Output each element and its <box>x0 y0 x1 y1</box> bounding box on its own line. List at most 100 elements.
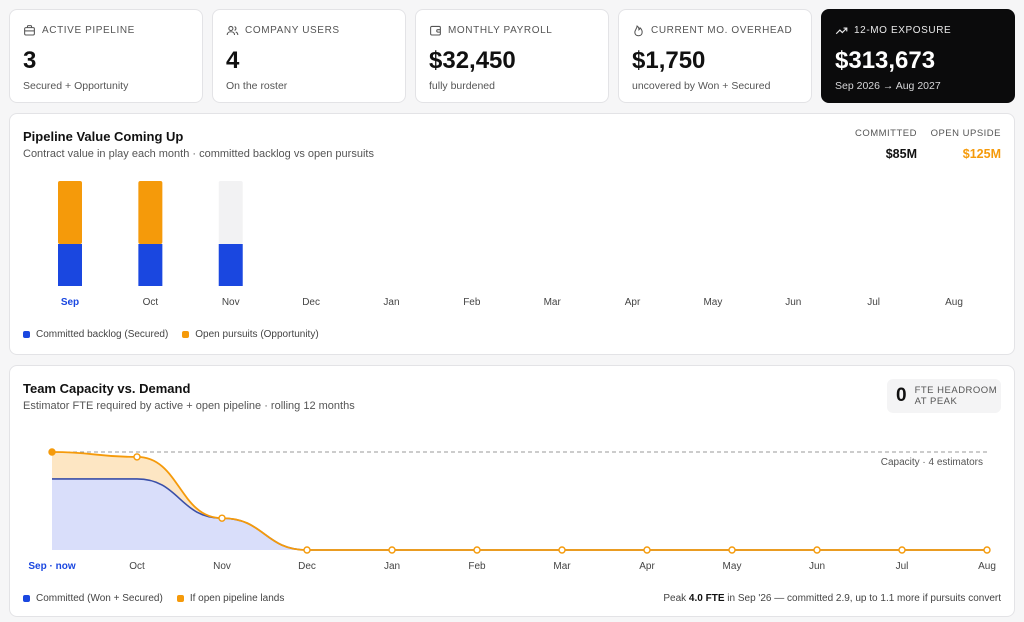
kpi-label: 12-Mo Exposure <box>854 24 952 36</box>
legend-committed-label: Committed backlog (Secured) <box>36 329 169 340</box>
open-point[interactable] <box>388 546 396 554</box>
x-tick-label: Oct <box>143 297 159 308</box>
headroom-label: FTE Headroom at Peak <box>914 385 998 407</box>
legend-open: If open pipeline lands <box>176 593 284 604</box>
kpi-label: Company Users <box>245 24 340 36</box>
peak-note-suffix: in Sep '26 — committed 2.9, up to 1.1 mo… <box>727 593 1001 604</box>
committed-stat: Committed $85M <box>855 128 917 161</box>
kpi-12mo-exposure[interactable]: 12-Mo Exposure $313,673 Sep 2026 → Aug 2… <box>821 9 1015 103</box>
capacity-subtitle: Estimator FTE required by active + open … <box>23 400 355 412</box>
x-tick-label: Jun <box>785 297 801 308</box>
kpi-sub: On the roster <box>226 80 288 92</box>
x-tick-label: Dec <box>302 297 320 308</box>
headroom-value: 0 <box>896 385 907 406</box>
kpi-company-users[interactable]: Company Users 4 On the roster <box>212 9 406 103</box>
pipeline-card: Pipeline Value Coming Up Contract value … <box>9 113 1015 355</box>
x-tick-label: Sep · now <box>28 561 75 572</box>
open-point[interactable] <box>133 453 141 461</box>
capacity-line-label: Capacity · 4 estimators <box>881 457 983 468</box>
bar-committed[interactable] <box>138 244 163 286</box>
x-tick-label: Sep <box>61 297 79 308</box>
open-point[interactable] <box>473 546 481 554</box>
open-point[interactable] <box>643 546 651 554</box>
bar-open[interactable] <box>138 181 163 244</box>
x-tick-label: Apr <box>625 297 641 308</box>
capacity-legend: Committed (Won + Secured) If open pipeli… <box>23 593 284 604</box>
kpi-label: Monthly Payroll <box>448 24 553 36</box>
open-point[interactable] <box>898 546 906 554</box>
x-tick-label: Oct <box>129 561 145 572</box>
briefcase-icon <box>24 24 35 35</box>
x-tick-label: Jun <box>809 561 825 572</box>
legend-open: Open pursuits (Opportunity) <box>182 329 319 340</box>
kpi-value: 4 <box>226 47 240 74</box>
open-upside-stat-value: $125M <box>962 147 1001 161</box>
kpi-value: $32,450 <box>429 47 516 74</box>
open-upside-stat: Open Upside $125M <box>931 128 1001 161</box>
x-tick-label: Mar <box>544 297 562 308</box>
headroom-badge: 0 FTE Headroom at Peak <box>887 379 1001 413</box>
kpi-row: Active Pipeline 3 Secured + Opportunity … <box>9 9 1015 103</box>
legend-open-label: Open pursuits (Opportunity) <box>195 329 319 340</box>
pipeline-legend: Committed backlog (Secured) Open pursuit… <box>23 329 319 340</box>
capacity-card: Team Capacity vs. Demand Estimator FTE r… <box>9 365 1015 617</box>
kpi-sub: uncovered by Won + Secured <box>632 80 771 92</box>
x-tick-label: Nov <box>222 297 240 308</box>
capacity-area-chart: Capacity · 4 estimators Sep · now Oct Nov De… <box>28 448 996 572</box>
users-icon <box>226 25 239 35</box>
peak-note: Peak 4.0 FTE in Sep '26 — committed 2.9,… <box>663 593 1001 604</box>
pipeline-subtitle: Contract value in play each month · comm… <box>23 148 374 160</box>
x-tick-label: Mar <box>553 561 571 572</box>
x-tick-label: Aug <box>978 561 996 572</box>
committed-stat-value: $85M <box>885 147 917 161</box>
x-tick-label: Jan <box>384 561 400 572</box>
x-tick-label: Feb <box>463 297 481 308</box>
kpi-value: $1,750 <box>632 47 706 74</box>
x-tick-label: Jul <box>896 561 909 572</box>
legend-committed: Committed backlog (Secured) <box>23 329 168 340</box>
open-point[interactable] <box>983 546 991 554</box>
kpi-sub: Secured + Opportunity <box>23 80 129 92</box>
committed-area <box>52 478 987 550</box>
kpi-active-pipeline[interactable]: Active Pipeline 3 Secured + Opportunity <box>9 9 203 103</box>
x-tick-label: Jul <box>867 297 880 308</box>
kpi-label: Current Mo. Overhead <box>651 24 793 36</box>
x-tick-label: Aug <box>945 297 963 308</box>
trending-up-icon <box>835 26 848 34</box>
open-upside-stat-label: Open Upside <box>930 128 1001 139</box>
capacity-title: Team Capacity vs. Demand <box>23 381 191 396</box>
open-point[interactable] <box>303 546 311 554</box>
bar-empty <box>218 181 243 244</box>
legend-committed-swatch <box>23 595 30 602</box>
open-point[interactable] <box>218 514 226 522</box>
x-tick-label: Feb <box>468 561 486 572</box>
legend-committed-swatch <box>23 331 30 338</box>
flame-icon <box>634 24 643 36</box>
x-tick-label: Jan <box>383 297 399 308</box>
pipeline-title: Pipeline Value Coming Up <box>23 129 184 144</box>
bar-open[interactable] <box>58 181 82 244</box>
open-point[interactable] <box>558 546 566 554</box>
legend-open-swatch <box>182 331 190 338</box>
kpi-sub: Sep 2026 → Aug 2027 <box>835 80 941 92</box>
legend-committed-label: Committed (Won + Secured) <box>36 593 163 604</box>
bar-committed[interactable] <box>218 244 243 286</box>
peak-note-prefix: Peak <box>663 593 687 604</box>
open-point[interactable] <box>813 546 821 554</box>
open-point[interactable] <box>728 546 736 554</box>
bar-committed[interactable] <box>58 244 82 286</box>
x-tick-label: Dec <box>298 561 316 572</box>
kpi-sub: fully burdened <box>429 80 495 92</box>
x-tick-label: May <box>703 297 722 308</box>
x-tick-label: Apr <box>639 561 655 572</box>
committed-stat-label: Committed <box>854 128 917 139</box>
open-point[interactable] <box>48 448 56 456</box>
wallet-icon <box>430 25 441 35</box>
x-tick-label: May <box>723 561 742 572</box>
legend-committed: Committed (Won + Secured) <box>23 593 163 604</box>
kpi-value: 3 <box>23 47 37 74</box>
kpi-monthly-payroll[interactable]: Monthly Payroll $32,450 fully burdened <box>415 9 609 103</box>
legend-open-swatch <box>176 595 184 602</box>
x-tick-label: Nov <box>213 561 231 572</box>
kpi-current-overhead[interactable]: Current Mo. Overhead $1,750 uncovered by… <box>618 9 812 103</box>
